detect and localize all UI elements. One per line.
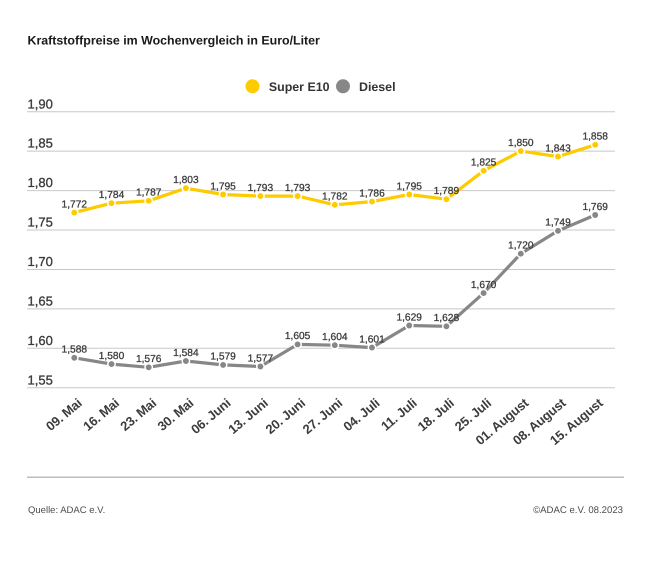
svg-text:1,90: 1,90 [28, 96, 53, 111]
svg-text:1,70: 1,70 [28, 254, 53, 269]
svg-text:1,579: 1,579 [210, 352, 236, 363]
svg-text:1,580: 1,580 [99, 351, 125, 362]
svg-text:1,629: 1,629 [396, 312, 422, 323]
svg-text:1,793: 1,793 [285, 183, 311, 194]
svg-text:1,784: 1,784 [99, 190, 125, 201]
svg-text:©ADAC e.V. 08.2023: ©ADAC e.V. 08.2023 [533, 505, 623, 516]
svg-text:1,803: 1,803 [173, 175, 199, 186]
svg-text:1,85: 1,85 [28, 136, 53, 151]
svg-text:1,749: 1,749 [545, 218, 571, 229]
svg-text:1,577: 1,577 [248, 353, 274, 364]
svg-text:1,576: 1,576 [136, 354, 162, 365]
svg-text:1,588: 1,588 [62, 345, 88, 356]
svg-text:1,787: 1,787 [136, 188, 162, 199]
svg-text:1,605: 1,605 [285, 331, 311, 342]
svg-text:1,604: 1,604 [322, 332, 348, 343]
svg-text:1,55: 1,55 [28, 372, 53, 387]
svg-text:1,75: 1,75 [28, 215, 53, 230]
svg-text:1,60: 1,60 [28, 333, 53, 348]
svg-text:1,720: 1,720 [508, 241, 534, 252]
svg-text:1,843: 1,843 [545, 143, 571, 154]
svg-text:1,795: 1,795 [396, 181, 422, 192]
svg-text:1,789: 1,789 [434, 186, 460, 197]
svg-text:1,795: 1,795 [210, 181, 236, 192]
svg-text:1,601: 1,601 [359, 334, 385, 345]
svg-text:1,793: 1,793 [248, 183, 274, 194]
svg-text:1,584: 1,584 [173, 348, 199, 359]
svg-text:Kraftstoffpreise im Wochenverg: Kraftstoffpreise im Wochenvergleich in E… [28, 34, 321, 48]
svg-text:1,80: 1,80 [28, 175, 53, 190]
svg-text:Diesel: Diesel [359, 80, 396, 94]
svg-text:1,670: 1,670 [471, 280, 497, 291]
svg-text:1,65: 1,65 [28, 294, 53, 309]
svg-text:1,825: 1,825 [471, 158, 497, 169]
svg-text:1,858: 1,858 [582, 132, 608, 143]
svg-text:1,782: 1,782 [322, 192, 348, 203]
svg-text:1,769: 1,769 [582, 202, 608, 213]
svg-text:1,850: 1,850 [508, 138, 534, 149]
svg-text:1,772: 1,772 [62, 199, 88, 210]
svg-text:1,628: 1,628 [434, 313, 460, 324]
svg-text:1,786: 1,786 [359, 188, 385, 199]
svg-text:Super E10: Super E10 [269, 80, 330, 94]
svg-text:Quelle: ADAC e.V.: Quelle: ADAC e.V. [28, 505, 105, 516]
